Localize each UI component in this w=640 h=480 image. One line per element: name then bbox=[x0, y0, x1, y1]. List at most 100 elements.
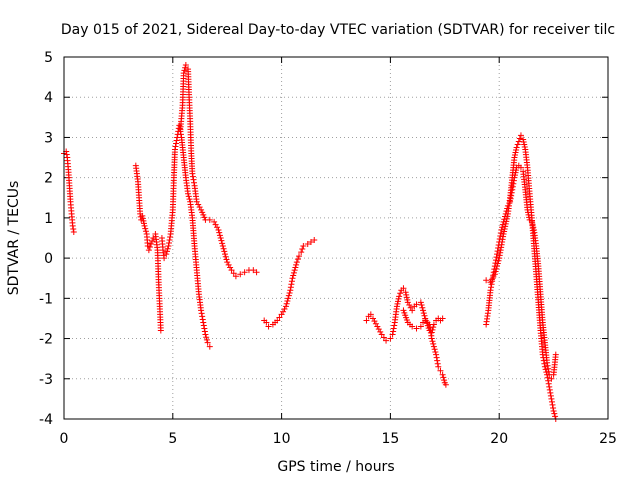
data-point-marker bbox=[432, 348, 439, 355]
data-point-marker bbox=[503, 215, 510, 222]
data-point-marker bbox=[228, 267, 235, 274]
data-point-marker bbox=[433, 354, 440, 361]
y-axis-label: SDTVAR / TECUs bbox=[6, 181, 22, 296]
data-point-marker bbox=[190, 176, 197, 183]
data-point-marker bbox=[489, 275, 496, 282]
data-point-marker bbox=[390, 328, 397, 335]
data-point-marker bbox=[539, 351, 546, 358]
data-point-marker bbox=[439, 371, 446, 378]
data-point-marker bbox=[203, 336, 210, 343]
data-point-marker bbox=[211, 218, 218, 225]
data-point-marker bbox=[407, 304, 414, 311]
data-point-marker bbox=[374, 323, 381, 330]
data-point-marker bbox=[380, 334, 387, 341]
y-tick-label: -3 bbox=[39, 372, 53, 388]
data-point-marker bbox=[552, 413, 559, 420]
data-point-marker bbox=[493, 254, 500, 261]
data-point-marker bbox=[217, 235, 224, 241]
data-point-marker bbox=[550, 404, 557, 411]
data-point-marker bbox=[293, 261, 300, 268]
data-point-marker bbox=[511, 152, 518, 159]
data-point-marker bbox=[189, 173, 196, 180]
data-point-marker bbox=[504, 213, 511, 220]
data-point-marker bbox=[284, 298, 291, 305]
x-tick-label: 20 bbox=[490, 431, 508, 447]
data-point-marker bbox=[404, 296, 411, 303]
data-point-marker bbox=[406, 302, 413, 309]
data-point-marker bbox=[292, 264, 299, 271]
series-arc-5 bbox=[261, 237, 318, 330]
data-point-marker bbox=[63, 151, 70, 158]
data-point-marker bbox=[186, 196, 193, 203]
data-point-marker bbox=[521, 141, 528, 148]
data-point-marker bbox=[285, 292, 292, 299]
data-point-marker bbox=[431, 346, 438, 353]
data-point-marker bbox=[549, 401, 556, 408]
data-point-marker bbox=[282, 303, 289, 310]
data-point-marker bbox=[419, 304, 426, 311]
data-point-marker bbox=[70, 225, 77, 232]
data-point-marker bbox=[501, 228, 508, 235]
data-point-marker bbox=[396, 293, 403, 300]
data-point-marker bbox=[390, 325, 397, 332]
data-point-marker bbox=[434, 360, 441, 367]
data-point-marker bbox=[232, 273, 239, 280]
data-point-marker bbox=[543, 369, 550, 376]
data-point-marker bbox=[283, 300, 290, 307]
data-point-marker bbox=[378, 331, 385, 338]
data-point-marker bbox=[230, 270, 237, 277]
series-arc-9 bbox=[483, 132, 559, 422]
data-point-marker bbox=[502, 223, 509, 230]
data-point-marker bbox=[161, 255, 168, 262]
data-point-marker bbox=[521, 143, 528, 150]
data-point-marker bbox=[293, 259, 300, 266]
data-point-marker bbox=[140, 217, 147, 224]
data-point-marker bbox=[237, 271, 244, 278]
data-point-marker bbox=[70, 228, 77, 235]
data-point-marker bbox=[219, 240, 226, 247]
data-point-marker bbox=[363, 317, 370, 324]
data-point-marker bbox=[413, 325, 420, 332]
data-point-marker bbox=[517, 164, 524, 171]
y-tick-label: 1 bbox=[44, 211, 53, 227]
series-arc-7 bbox=[400, 307, 449, 388]
y-tick-label: -1 bbox=[39, 291, 53, 307]
data-point-marker bbox=[514, 141, 521, 148]
data-point-marker bbox=[177, 131, 184, 138]
data-point-marker bbox=[241, 269, 248, 276]
data-point-marker bbox=[172, 143, 179, 150]
data-point-marker bbox=[165, 240, 172, 247]
data-point-marker bbox=[375, 326, 382, 333]
data-point-marker bbox=[545, 365, 552, 372]
data-point-marker bbox=[520, 138, 527, 145]
data-point-marker bbox=[439, 315, 446, 322]
data-point-marker bbox=[552, 351, 559, 358]
data-point-marker bbox=[494, 263, 501, 270]
data-point-marker bbox=[185, 190, 192, 197]
series-arc-3 bbox=[158, 122, 213, 350]
data-point-marker bbox=[289, 275, 296, 282]
data-point-marker bbox=[311, 237, 318, 244]
data-point-marker bbox=[167, 233, 174, 240]
data-point-marker bbox=[550, 407, 557, 414]
data-point-marker bbox=[206, 343, 213, 350]
x-tick-label: 0 bbox=[60, 431, 69, 447]
data-point-marker bbox=[434, 357, 441, 364]
data-point-marker bbox=[296, 253, 303, 260]
data-point-marker bbox=[216, 229, 223, 236]
data-point-marker bbox=[409, 307, 416, 314]
data-point-marker bbox=[487, 279, 494, 286]
plot-frame bbox=[63, 56, 609, 420]
data-point-marker bbox=[515, 138, 522, 145]
data-point-marker bbox=[544, 371, 551, 378]
data-point-marker bbox=[546, 383, 553, 390]
data-point-marker bbox=[221, 248, 228, 255]
data-point-marker bbox=[139, 212, 146, 219]
data-point-marker bbox=[287, 287, 294, 294]
series-arc-2 bbox=[132, 162, 164, 334]
data-point-marker bbox=[492, 268, 499, 275]
data-point-marker bbox=[493, 265, 500, 272]
data-point-marker bbox=[280, 308, 287, 315]
data-point-marker bbox=[551, 410, 558, 417]
data-point-marker bbox=[420, 310, 427, 317]
